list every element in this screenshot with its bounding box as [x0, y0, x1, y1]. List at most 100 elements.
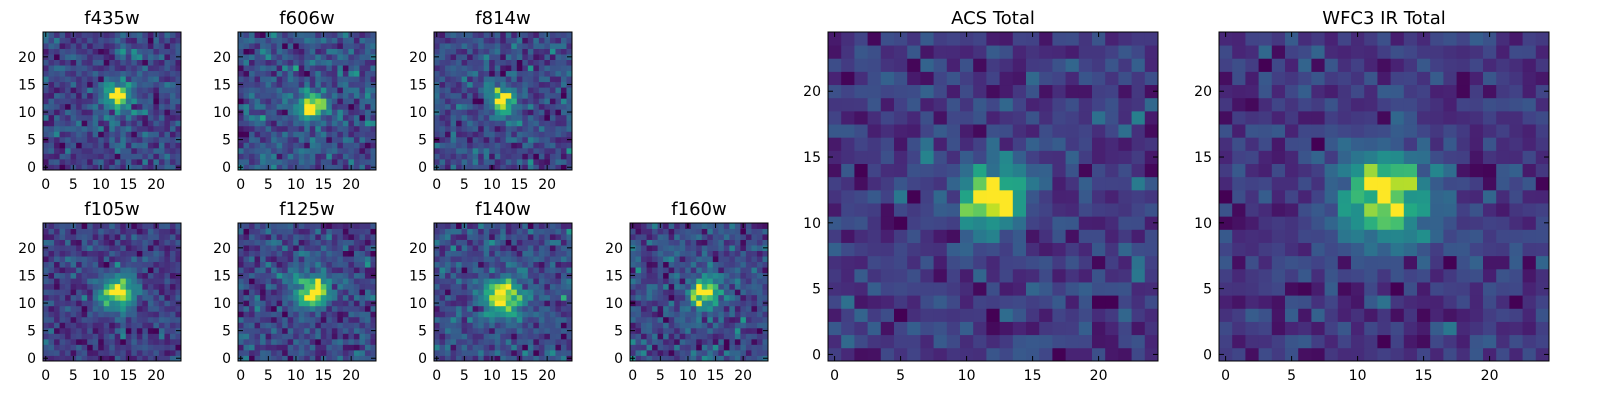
heatmap-cell: [120, 120, 127, 127]
heatmap-cell: [287, 164, 294, 171]
heatmap-cell: [282, 278, 289, 285]
heatmap-cell: [461, 48, 468, 55]
heatmap-cell: [87, 338, 94, 345]
heatmap-cell: [59, 349, 66, 356]
heatmap-cell: [87, 92, 94, 99]
heatmap-cell: [1092, 268, 1106, 283]
heatmap-cell: [685, 245, 692, 251]
heatmap-cell: [630, 316, 636, 323]
heatmap-cell: [153, 267, 160, 274]
heatmap-cell: [538, 311, 545, 318]
heatmap-cell: [164, 164, 171, 171]
heatmap-cell: [478, 114, 485, 121]
heatmap-cell: [249, 250, 255, 257]
heatmap-cell: [1078, 189, 1093, 204]
heatmap-cell: [690, 278, 697, 285]
heatmap-cell: [690, 349, 697, 356]
heatmap-cell: [353, 239, 360, 246]
heatmap-cell: [359, 103, 366, 110]
heatmap-cell: [560, 223, 567, 229]
heatmap-cell: [635, 311, 642, 318]
heatmap-cell: [500, 32, 507, 38]
heatmap-cell: [690, 316, 697, 323]
heatmap-cell: [175, 48, 182, 55]
heatmap-cell: [98, 98, 105, 105]
heatmap-cell: [265, 92, 272, 99]
heatmap-cell: [483, 349, 490, 356]
heatmap-cell: [370, 120, 377, 127]
heatmap-cell: [467, 81, 474, 88]
heatmap-cell: [103, 92, 110, 99]
heatmap-cell: [169, 158, 176, 165]
heatmap-cell: [109, 349, 116, 356]
heatmap-cell: [87, 147, 94, 154]
heatmap-cell: [500, 54, 507, 60]
heatmap-cell: [701, 250, 708, 257]
heatmap-cell: [450, 54, 457, 60]
heatmap-cell: [478, 245, 485, 251]
heatmap-cell: [342, 327, 349, 334]
heatmap-cell: [461, 65, 468, 72]
heatmap-cell: [348, 327, 355, 334]
heatmap-cell: [59, 153, 66, 160]
heatmap-cell: [522, 333, 529, 340]
heatmap-cell: [690, 245, 697, 251]
heatmap-cell: [745, 289, 752, 296]
heatmap-cell: [652, 223, 658, 229]
heatmap-cell: [364, 54, 371, 60]
heatmap-cell: [254, 311, 261, 318]
heatmap-cell: [522, 120, 529, 127]
heatmap-cell: [549, 239, 556, 246]
heatmap-cell: [657, 278, 664, 285]
heatmap-cell: [131, 234, 138, 240]
heatmap-cell: [756, 250, 763, 257]
heatmap-cell: [76, 283, 83, 290]
heatmap-cell: [131, 245, 138, 251]
heatmap-cell: [59, 65, 66, 72]
heatmap-cell: [304, 43, 311, 49]
heatmap-cell: [560, 65, 567, 72]
heatmap-cell: [478, 256, 485, 263]
heatmap-cell: [320, 245, 327, 251]
heatmap-cell: [304, 239, 311, 246]
heatmap-cell: [1012, 321, 1027, 336]
heatmap-cell: [511, 344, 518, 351]
heatmap-cell: [729, 311, 736, 318]
heatmap-cell: [282, 43, 289, 49]
heatmap-cell: [478, 294, 485, 301]
heatmap-cell: [271, 37, 278, 44]
heatmap-cell: [271, 43, 278, 49]
heatmap-cell: [674, 278, 681, 285]
heatmap-cell: [348, 43, 355, 49]
heatmap-cell: [353, 261, 360, 268]
heatmap-cell: [946, 334, 961, 349]
heatmap-cell: [657, 256, 664, 263]
heatmap-cell: [729, 261, 736, 268]
heatmap-cell: [337, 142, 344, 149]
heatmap-cell: [478, 87, 485, 94]
heatmap-cell: [70, 327, 77, 334]
heatmap-cell: [696, 239, 703, 246]
heatmap-cell: [1078, 282, 1093, 296]
heatmap-cell: [461, 294, 468, 301]
x-tick-label: 10: [483, 177, 501, 193]
heatmap-cell: [745, 333, 752, 340]
heatmap-cell: [841, 295, 855, 309]
heatmap-cell: [359, 87, 366, 94]
heatmap-cell: [538, 234, 545, 240]
heatmap-cell: [566, 76, 573, 83]
heatmap-cell: [282, 92, 289, 99]
heatmap-cell: [348, 333, 355, 340]
heatmap-cell: [348, 98, 355, 105]
heatmap-cell: [326, 283, 333, 290]
heatmap-cell: [494, 136, 501, 143]
heatmap-cell: [243, 289, 250, 296]
heatmap-cell: [489, 136, 496, 143]
heatmap-cell: [511, 234, 518, 240]
heatmap-cell: [679, 344, 686, 351]
heatmap-cell: [511, 103, 518, 110]
heatmap-cell: [304, 114, 311, 121]
heatmap-cell: [54, 98, 60, 105]
heatmap-cell: [1105, 295, 1119, 309]
heatmap-cell: [500, 65, 507, 72]
